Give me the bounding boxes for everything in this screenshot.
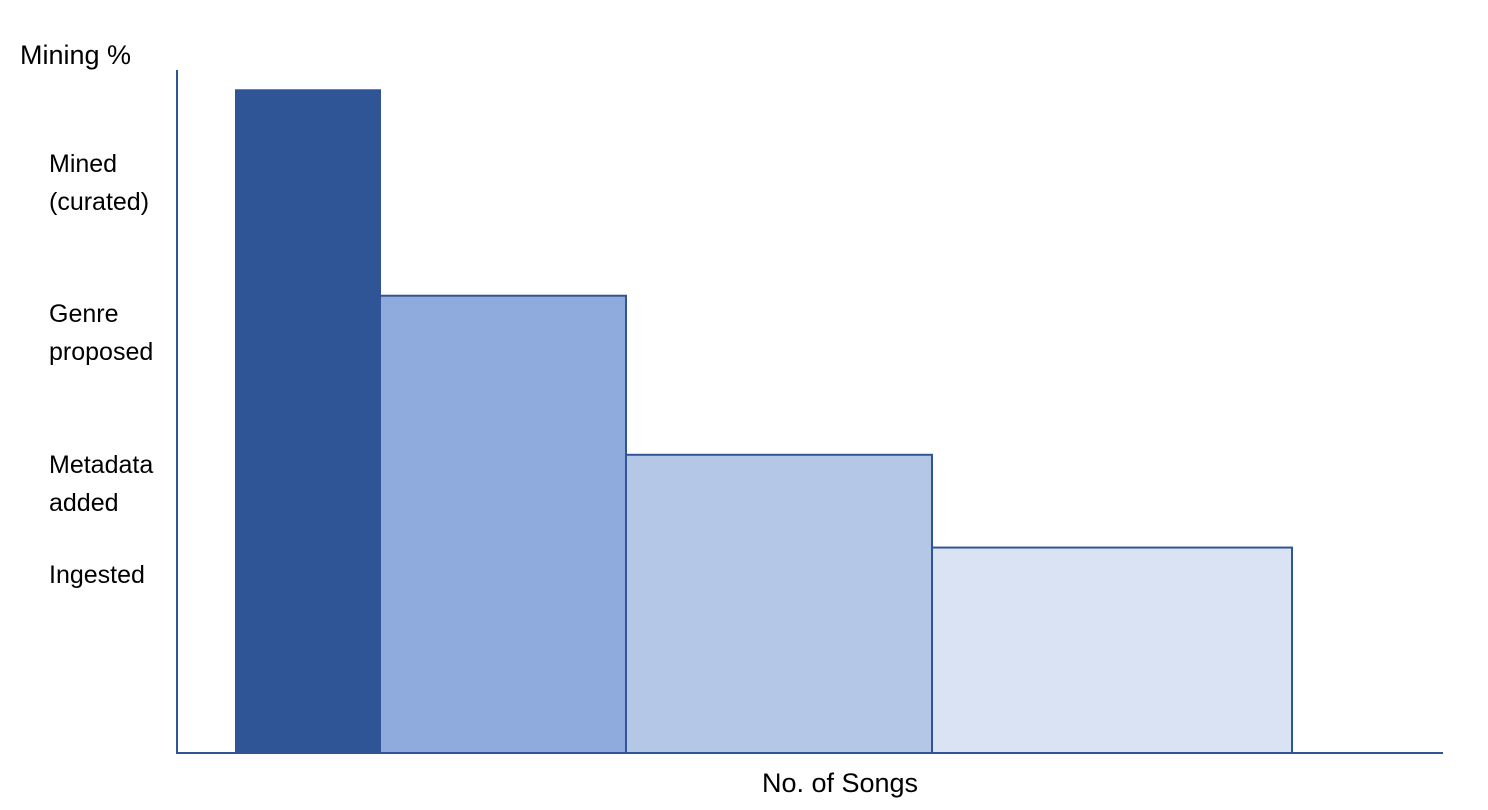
y-level-labels: Mined (curated) Genre proposed Metadata added…: [49, 150, 153, 589]
bar-genre-proposed: [379, 294, 627, 754]
bars-group: [235, 89, 1293, 755]
bar-ingested: [931, 546, 1293, 755]
y-level-label: Ingested: [49, 561, 145, 589]
y-axis-title: Mining %: [20, 40, 131, 70]
y-level-label: Genre proposed: [49, 300, 153, 366]
y-level-label: Metadata added: [49, 451, 153, 517]
bar-metadata-added: [625, 453, 933, 754]
y-level-label: Mined (curated): [49, 150, 149, 216]
bar-mined-curated: [235, 89, 381, 755]
x-axis-title: No. of Songs: [762, 768, 918, 798]
